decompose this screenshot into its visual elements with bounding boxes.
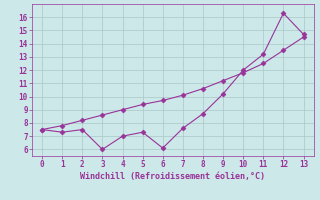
X-axis label: Windchill (Refroidissement éolien,°C): Windchill (Refroidissement éolien,°C) [80,172,265,181]
